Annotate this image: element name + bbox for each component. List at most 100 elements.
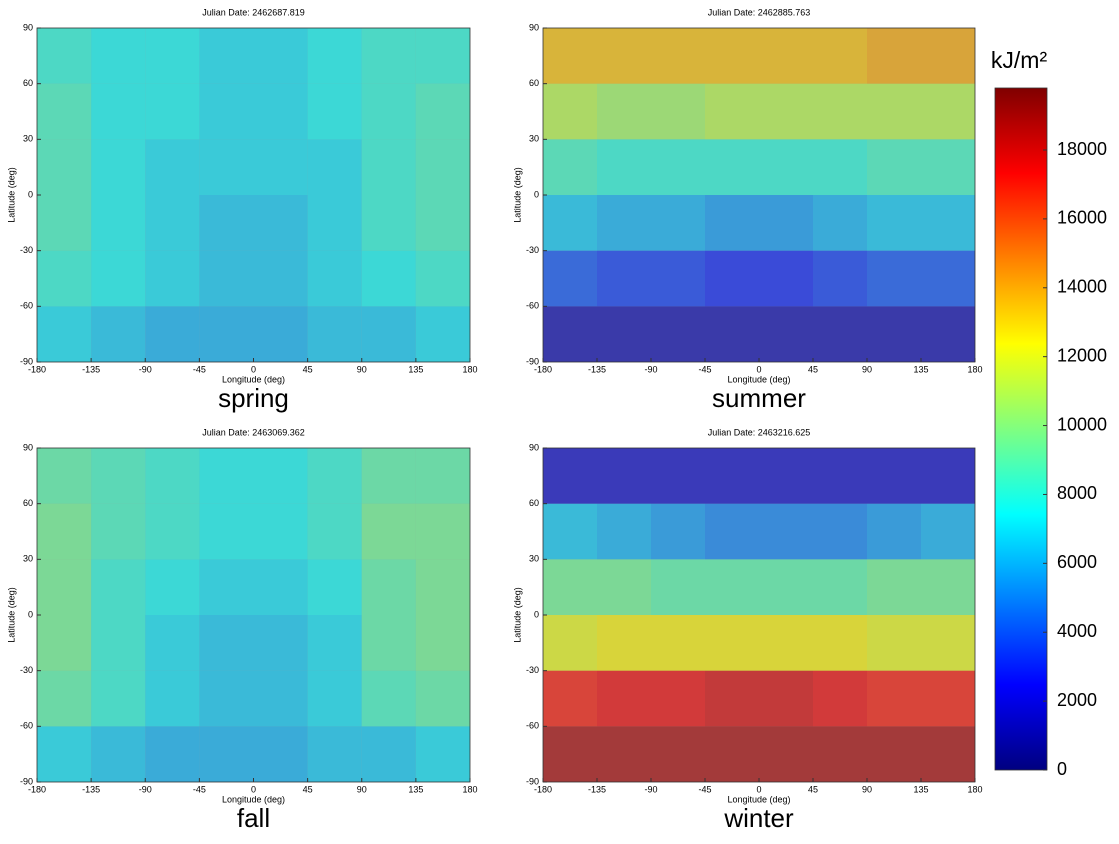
heat-cell	[543, 448, 597, 504]
heat-cell	[759, 28, 813, 84]
colorbar-tick-label: 0	[1057, 759, 1067, 779]
heat-cell	[361, 670, 416, 727]
heat-cell	[705, 28, 759, 84]
heat-cell	[759, 670, 813, 727]
heat-cell	[37, 448, 92, 504]
heat-cell	[145, 306, 200, 362]
heat-cell	[597, 83, 651, 140]
x-tick-label: -45	[193, 784, 206, 794]
heat-cell	[921, 503, 975, 560]
x-tick-label: -90	[644, 364, 657, 374]
x-tick-label: -45	[698, 364, 711, 374]
y-tick-label: 30	[23, 134, 33, 144]
heat-cell	[199, 306, 254, 362]
heat-cell	[651, 83, 705, 140]
heat-cell	[415, 195, 470, 251]
heat-cell	[145, 503, 200, 560]
y-tick-label: 0	[28, 189, 33, 199]
heat-cell	[813, 195, 867, 251]
x-tick-label: -135	[82, 364, 100, 374]
heat-cell	[813, 306, 867, 362]
heat-cell	[651, 615, 705, 671]
y-tick-label: -60	[20, 721, 33, 731]
y-tick-label: -60	[526, 301, 539, 311]
y-tick-label: 60	[529, 78, 539, 88]
heat-cell	[867, 448, 921, 504]
x-tick-label: -135	[588, 364, 606, 374]
heat-cell	[651, 306, 705, 362]
heat-cell	[307, 306, 362, 362]
heat-cell	[651, 670, 705, 727]
x-tick-label: 45	[808, 364, 818, 374]
heat-cell	[415, 250, 470, 307]
heat-cell	[199, 670, 254, 727]
heat-cell	[813, 83, 867, 140]
heat-cell	[759, 195, 813, 251]
heat-cell	[145, 448, 200, 504]
heat-cell	[145, 28, 200, 84]
y-tick-label: 0	[534, 609, 539, 619]
y-axis-label: Latitude (deg)	[512, 587, 522, 643]
heat-cell	[145, 83, 200, 140]
heat-cell	[705, 250, 759, 307]
heat-cell	[37, 726, 92, 782]
heat-cell	[705, 670, 759, 727]
x-tick-label: 135	[913, 364, 928, 374]
x-tick-label: 135	[408, 364, 423, 374]
y-tick-label: -60	[20, 301, 33, 311]
colorbar	[994, 87, 1048, 771]
heat-cell	[867, 83, 921, 140]
heat-cell	[253, 559, 308, 615]
y-tick-label: -30	[20, 245, 33, 255]
heat-cell	[199, 250, 254, 307]
heat-cell	[921, 448, 975, 504]
heat-cell	[37, 615, 92, 671]
heat-cell	[921, 139, 975, 195]
heat-cell	[307, 195, 362, 251]
heat-cell	[415, 448, 470, 504]
panel-title: Julian Date: 2462885.763	[708, 7, 811, 17]
heat-cell	[361, 83, 416, 140]
heat-cell	[415, 306, 470, 362]
heat-cell	[307, 615, 362, 671]
heat-cell	[199, 28, 254, 84]
heat-cell	[37, 670, 92, 727]
heat-cell	[597, 670, 651, 727]
heat-cell	[597, 139, 651, 195]
heat-cell	[867, 726, 921, 782]
y-tick-label: 30	[23, 554, 33, 564]
heat-cell	[543, 726, 597, 782]
panel-title: Julian Date: 2462687.819	[202, 7, 305, 17]
heat-cell	[813, 448, 867, 504]
heat-cell	[813, 503, 867, 560]
heat-cell	[597, 250, 651, 307]
heat-cell	[145, 559, 200, 615]
heat-cell	[145, 670, 200, 727]
heat-cell	[37, 250, 92, 307]
heat-cell	[813, 559, 867, 615]
heat-cell	[921, 28, 975, 84]
x-tick-label: 180	[462, 364, 477, 374]
panel-title: Julian Date: 2463216.625	[708, 427, 811, 437]
x-tick-label: -45	[193, 364, 206, 374]
heat-cell	[867, 139, 921, 195]
heat-cell	[705, 726, 759, 782]
heat-cell	[759, 615, 813, 671]
heat-cell	[253, 139, 308, 195]
heat-cell	[415, 726, 470, 782]
heat-cell	[813, 250, 867, 307]
heat-cell	[91, 503, 146, 560]
heat-cell	[543, 503, 597, 560]
heat-cell	[867, 28, 921, 84]
y-tick-label: 60	[529, 498, 539, 508]
heat-cell	[361, 615, 416, 671]
heat-cell	[415, 670, 470, 727]
heat-cell	[145, 139, 200, 195]
heat-cell	[307, 139, 362, 195]
heat-cell	[921, 195, 975, 251]
heat-cell	[543, 250, 597, 307]
heat-cell	[759, 503, 813, 560]
heat-cell	[307, 83, 362, 140]
heat-cell	[813, 670, 867, 727]
heat-cell	[867, 503, 921, 560]
